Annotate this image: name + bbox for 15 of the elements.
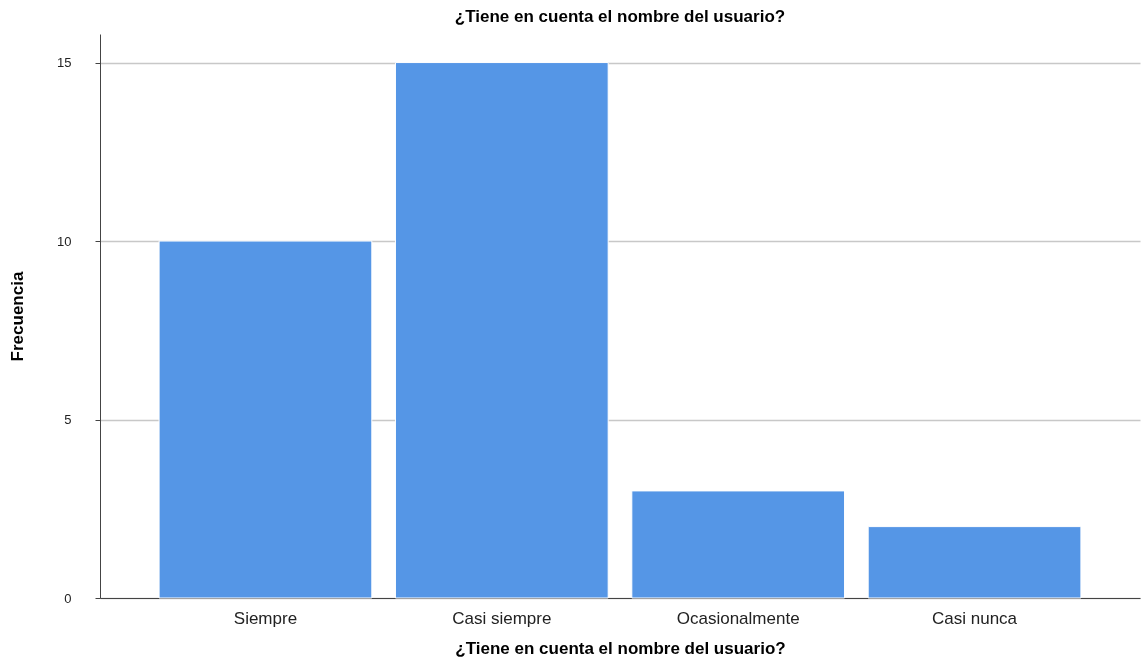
bar [158,240,373,599]
y-tick-label: 10 [57,233,72,249]
bar [394,62,609,599]
y-axis-title: Frecuencia [8,271,28,362]
bar [867,526,1082,599]
x-tick-label: Casi nunca [932,608,1018,628]
x-tick-label: Ocasionalmente [676,608,800,628]
y-tick-label: 0 [64,590,72,606]
bar [631,490,846,599]
y-tick-label: 5 [64,412,72,428]
x-tick-label: Siempre [233,608,298,628]
y-tick-label: 15 [57,55,72,71]
chart-title: ¿Tiene en cuenta el nombre del usuario? [454,7,786,26]
x-tick-label: Casi siempre [452,608,552,628]
x-axis-title: ¿Tiene en cuenta el nombre del usuario? [455,638,786,658]
